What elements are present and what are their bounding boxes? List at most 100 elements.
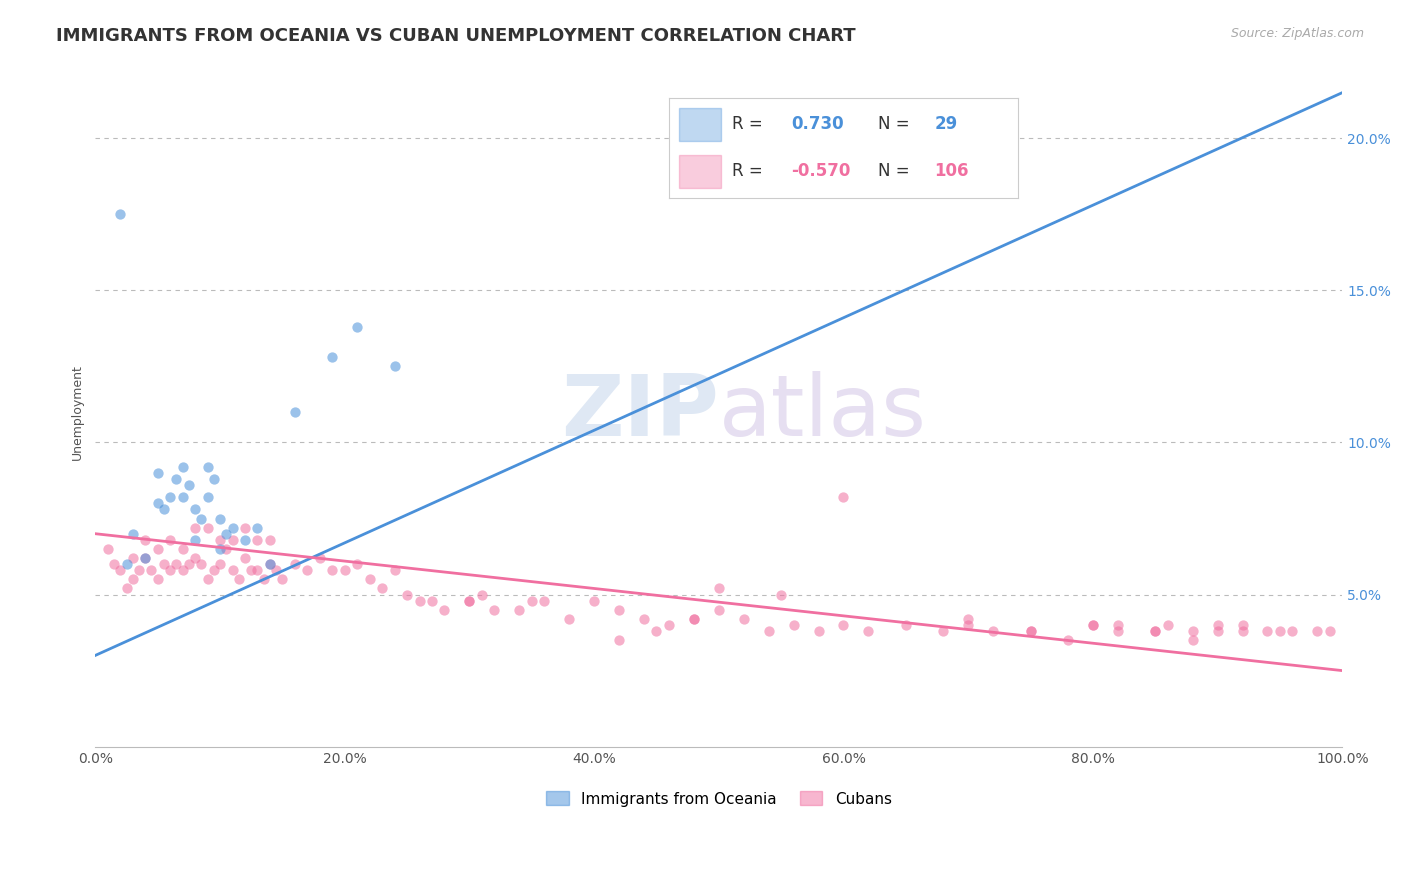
Point (197, 490, 219, 504)
Point (159, 490, 181, 504)
Point (858, 624, 880, 638)
Point (184, 551, 207, 566)
Point (128, 563, 150, 577)
Point (172, 541, 194, 556)
Point (197, 521, 219, 535)
Point (159, 563, 181, 577)
Point (658, 618, 681, 632)
Point (209, 541, 232, 556)
Point (1157, 618, 1180, 632)
Point (165, 472, 187, 486)
Point (533, 593, 555, 607)
Point (202, 472, 225, 486)
Point (153, 502, 176, 516)
Point (520, 593, 543, 607)
Point (240, 563, 263, 577)
Point (284, 557, 307, 571)
Point (284, 405, 307, 419)
Point (433, 603, 456, 617)
Point (633, 612, 655, 626)
Point (246, 533, 269, 547)
Point (233, 551, 256, 566)
Point (807, 624, 830, 638)
Point (1107, 624, 1129, 638)
Point (346, 319, 368, 334)
Point (121, 526, 143, 541)
Point (384, 563, 406, 577)
Point (159, 533, 181, 547)
Point (228, 572, 250, 586)
Point (733, 612, 755, 626)
Point (1181, 633, 1204, 648)
Y-axis label: Unemployment: Unemployment (72, 364, 84, 460)
Point (420, 593, 443, 607)
Point (264, 563, 287, 577)
Point (981, 624, 1004, 638)
Point (1206, 624, 1229, 638)
Point (1256, 624, 1278, 638)
Point (957, 618, 980, 632)
Point (297, 563, 319, 577)
Point (1268, 624, 1291, 638)
Point (253, 572, 276, 586)
Point (1281, 624, 1303, 638)
Point (1232, 624, 1254, 638)
Point (209, 511, 232, 525)
Point (146, 572, 169, 586)
Point (233, 521, 256, 535)
Point (308, 551, 330, 566)
Point (221, 563, 243, 577)
Point (1319, 624, 1341, 638)
Point (184, 502, 207, 516)
Point (134, 551, 156, 566)
Point (645, 624, 668, 638)
Point (197, 459, 219, 474)
Point (259, 557, 281, 571)
Legend: Immigrants from Oceania, Cubans: Immigrants from Oceania, Cubans (540, 785, 898, 813)
Point (458, 593, 481, 607)
Point (832, 490, 855, 504)
Point (408, 593, 430, 607)
Point (209, 533, 232, 547)
Point (209, 557, 232, 571)
Point (321, 351, 343, 365)
Point (134, 551, 156, 566)
Point (1107, 618, 1129, 632)
Text: atlas: atlas (718, 370, 927, 453)
Point (246, 563, 269, 577)
Point (115, 557, 138, 571)
Point (957, 612, 980, 626)
Point (607, 603, 630, 617)
Point (508, 603, 530, 617)
Point (110, 207, 132, 221)
Point (371, 582, 394, 596)
Point (215, 526, 238, 541)
Point (172, 459, 194, 474)
Point (197, 572, 219, 586)
Point (346, 557, 368, 571)
Point (333, 563, 356, 577)
Text: ZIP: ZIP (561, 370, 718, 453)
Point (384, 359, 406, 374)
Point (832, 618, 855, 632)
Point (172, 563, 194, 577)
Point (707, 582, 730, 596)
Point (770, 588, 793, 602)
Point (1081, 618, 1104, 632)
Point (146, 541, 169, 556)
Point (894, 618, 917, 632)
Point (259, 557, 281, 571)
Point (146, 496, 169, 510)
Point (707, 603, 730, 617)
Point (683, 612, 706, 626)
Point (1081, 618, 1104, 632)
Point (97, 541, 120, 556)
Point (121, 572, 143, 586)
Point (221, 533, 243, 547)
Point (134, 533, 156, 547)
Point (177, 478, 200, 492)
Point (271, 572, 294, 586)
Point (683, 612, 706, 626)
Point (758, 624, 780, 638)
Point (1019, 624, 1042, 638)
